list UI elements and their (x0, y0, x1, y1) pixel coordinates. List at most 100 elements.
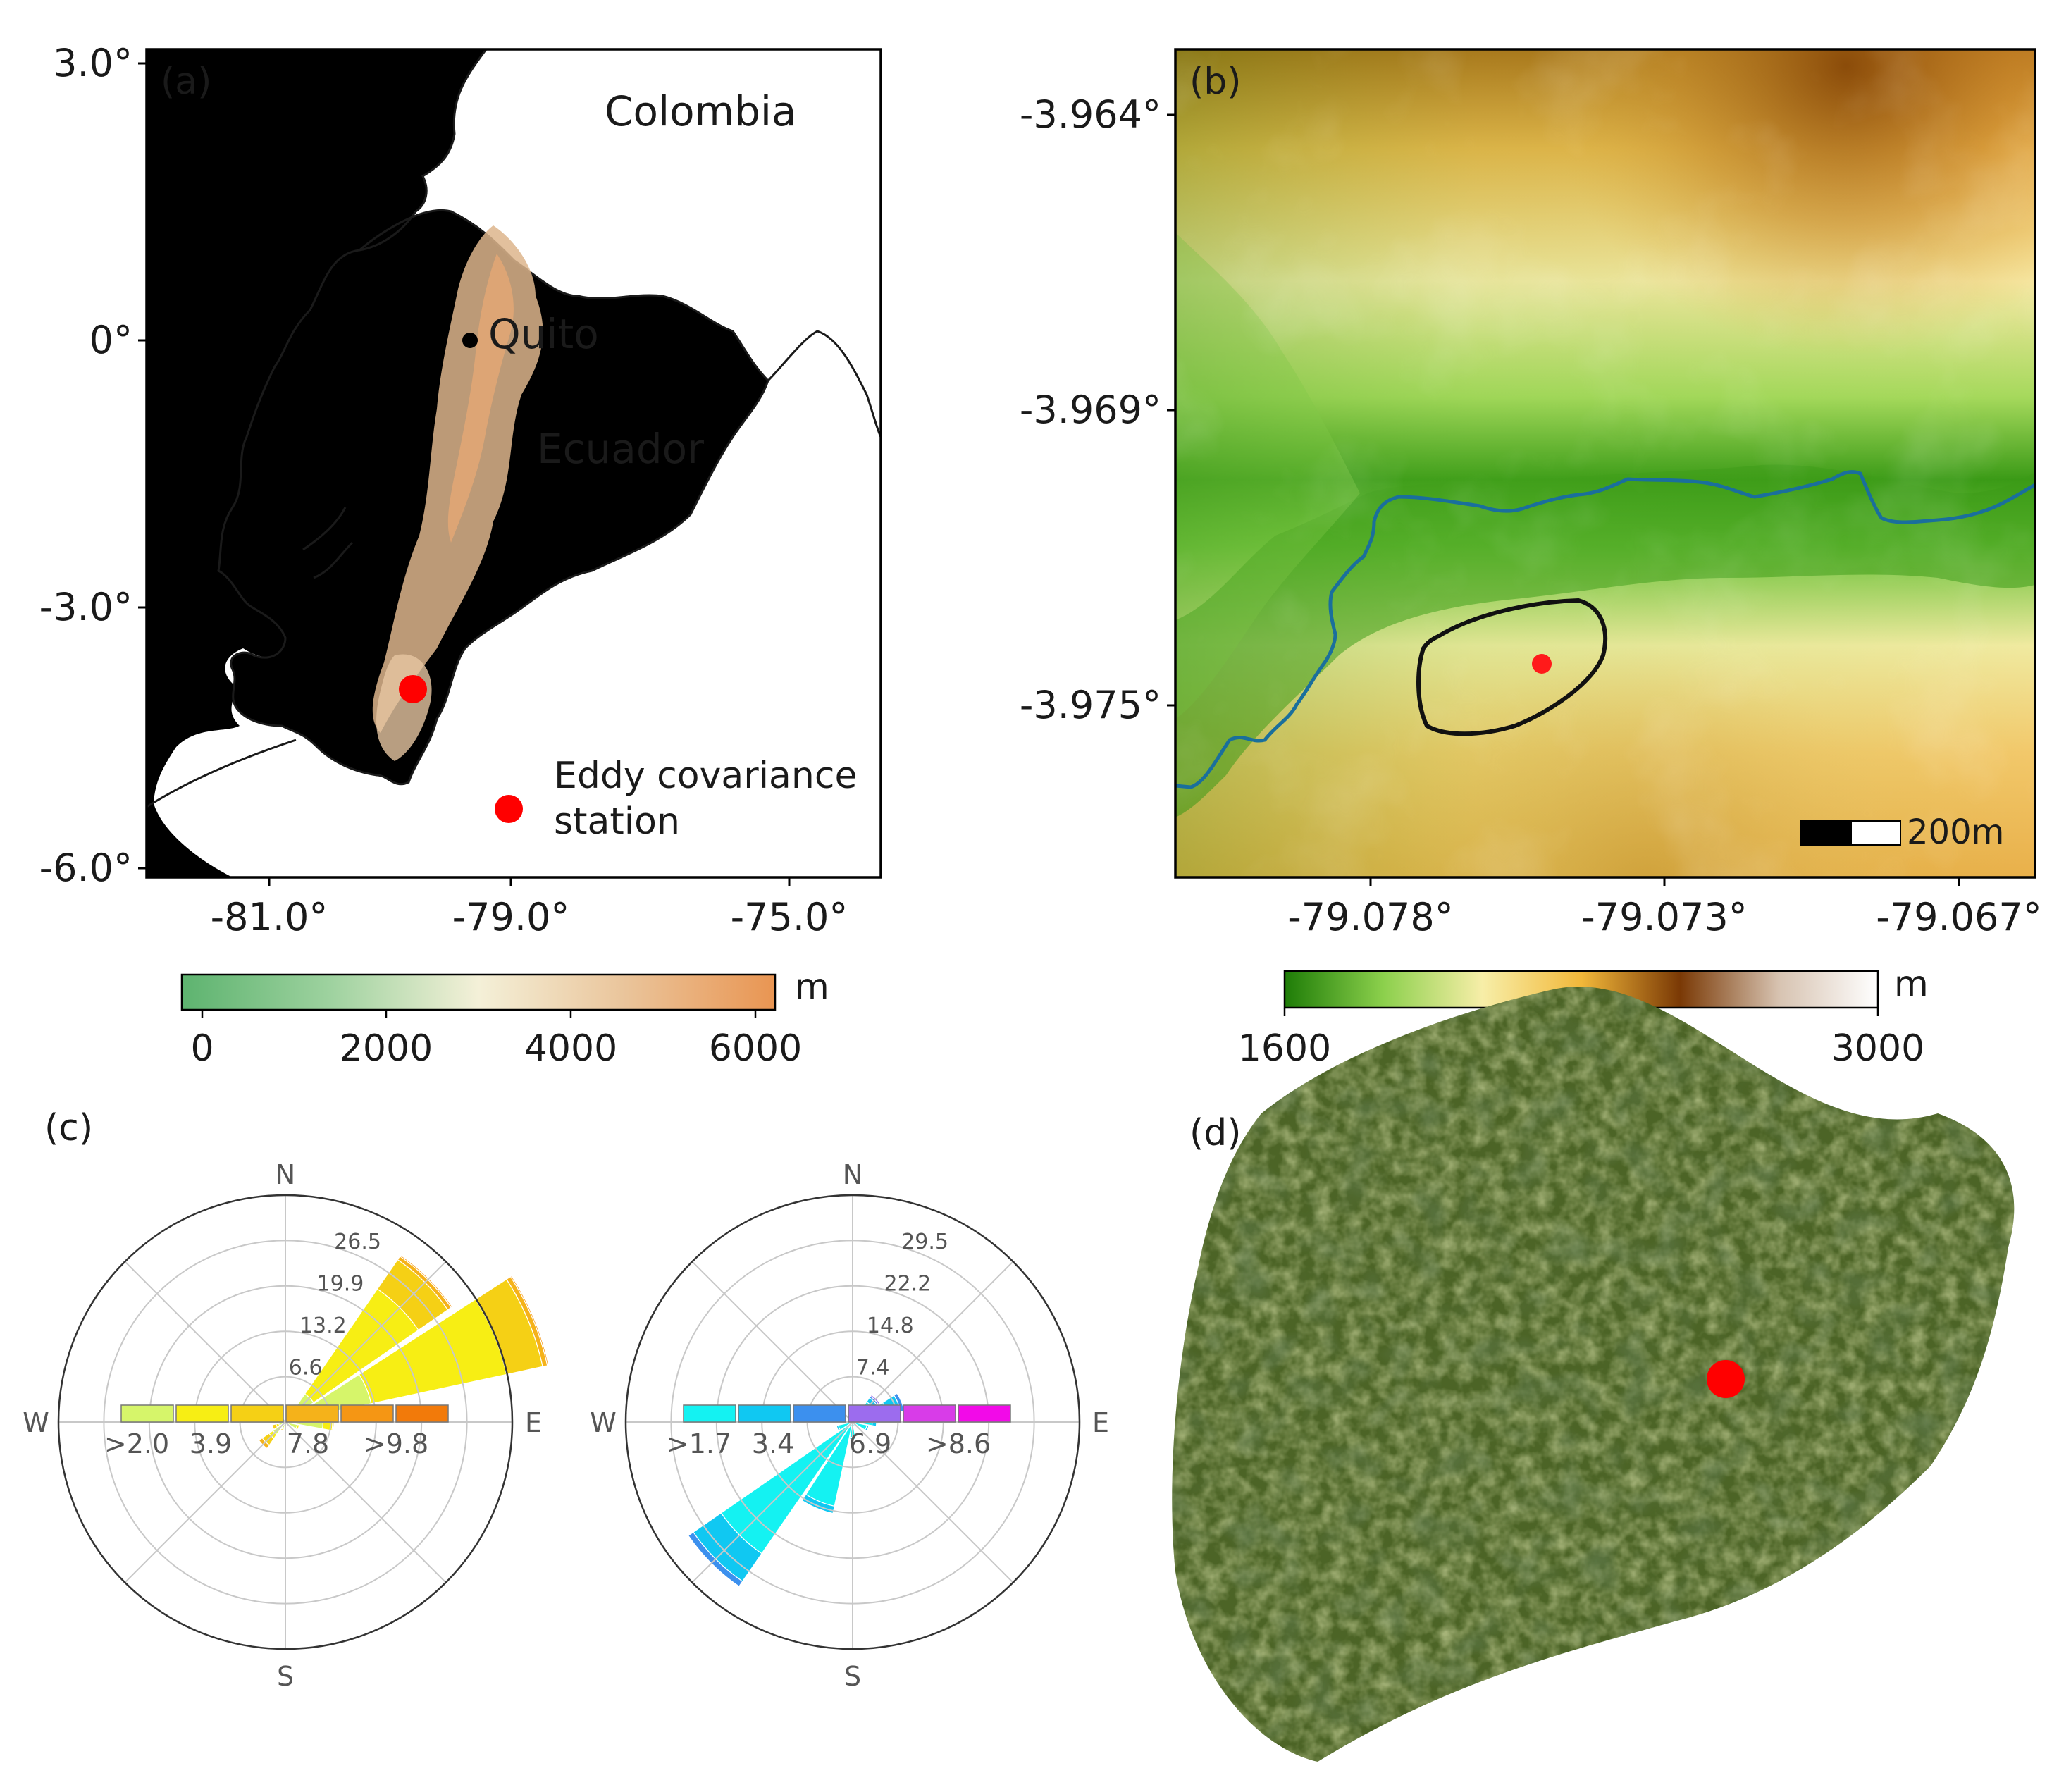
scale-bar-white (1850, 820, 1901, 846)
panel-d: (d) (1172, 987, 2015, 1762)
compass-south-label: S (277, 1661, 294, 1692)
rose-legend-swatch (175, 1404, 229, 1423)
rose-sector (257, 1440, 268, 1450)
panel-b-lon-ticks: -79.078° -79.073° -79.067° (1287, 877, 2042, 939)
country-label-ecuador: Ecuador (537, 425, 704, 473)
city-label-quito: Quito (488, 310, 599, 358)
compass-north-label: N (276, 1159, 295, 1190)
rose-sector (511, 1275, 550, 1366)
peru-border-east (767, 330, 881, 438)
panel-a-label: (a) (161, 61, 211, 103)
rose-spoke (852, 1261, 1014, 1423)
panel-b-frame (1174, 48, 2036, 879)
panel-a-lat-ticks: 3.0° 0° -3.0° -6.0° (39, 41, 147, 890)
panel-a: Quito Colombia Ecuador Eddy covariance s… (39, 41, 882, 1070)
panel-b-lon-tick-label: -79.073° (1581, 895, 1747, 939)
rose-ring-label: 29.5 (901, 1230, 948, 1254)
rose-legend-swatch (340, 1404, 394, 1423)
panel-a-lat-tick-label: -3.0° (39, 585, 132, 629)
rose-sector (297, 1424, 301, 1431)
station-marker-b (1532, 654, 1552, 674)
rose-spoke (285, 1421, 447, 1583)
panel-b-cbar-tick-label: 1600 (1238, 1027, 1331, 1070)
panel-b-lat-tick-label: -3.975° (1020, 683, 1161, 727)
panel-b-lon-tick-label: -79.078° (1287, 895, 1453, 939)
rose-ring-label: 13.2 (299, 1314, 347, 1338)
compass-west-label: W (590, 1407, 617, 1438)
rose-sector (864, 1424, 870, 1432)
rose-legend-label: 3.4 (752, 1428, 794, 1459)
peru-coast (147, 739, 297, 877)
rose-sector (279, 1428, 285, 1433)
rose-ring-label: 7.4 (856, 1356, 890, 1380)
andes-peaks (447, 254, 514, 543)
rose-spoke (124, 1261, 286, 1423)
rose-legend-swatch (120, 1404, 174, 1423)
compass-east-label: E (525, 1407, 542, 1438)
rose-legend-swatch (793, 1404, 846, 1423)
station-marker-a (399, 675, 427, 703)
panel-b-cbar-tick-label: 3000 (1831, 1027, 1924, 1070)
rose-spoke (852, 1421, 1014, 1583)
rose-ring-label: 14.8 (867, 1314, 914, 1338)
pacific-ocean (147, 49, 486, 877)
scale-bar: 200m (1800, 812, 2004, 852)
gulf-coast-detail (302, 507, 354, 579)
rose-legend-swatch (848, 1404, 901, 1423)
legend-station-label-line1: Eddy covariance (554, 755, 857, 797)
rose-legend-swatch (230, 1404, 284, 1423)
rose-legend-swatch (285, 1404, 339, 1423)
rose-legend-label: >8.6 (926, 1428, 991, 1459)
rose-sector (800, 1500, 834, 1515)
country-label-colombia: Colombia (605, 87, 797, 135)
rose-spoke (691, 1421, 853, 1583)
compass-west-label: W (23, 1407, 49, 1438)
rose-legend-label: >9.8 (364, 1428, 428, 1459)
panel-b-label: (b) (1189, 61, 1242, 103)
panel-a-frame (145, 48, 882, 879)
compass-east-label: E (1092, 1407, 1109, 1438)
panel-a-lat-tick-label: -6.0° (39, 846, 132, 890)
canopy-shadow (1172, 987, 2015, 1762)
panel-a-lon-tick-label: -81.0° (211, 895, 328, 939)
panel-a-colorbar-ramp (180, 973, 777, 1011)
rose-sector (285, 1424, 288, 1427)
panel-a-colorbar: m 0 2000 4000 6000 (180, 966, 829, 1070)
scale-bar-label: 200m (1907, 812, 2004, 852)
rose-sector (271, 1424, 275, 1430)
panel-a-cbar-tick-label: 4000 (524, 1027, 617, 1070)
panel-a-cbar-tick-label: 0 (190, 1027, 214, 1070)
panel-a-lat-tick-label: 3.0° (53, 41, 132, 85)
panel-b-map-area: 200m (b) (1175, 49, 2035, 877)
station-marker-d (1707, 1360, 1745, 1398)
panel-a-lon-ticks: -81.0° -79.0° -75.0° (211, 877, 848, 939)
quito-marker (462, 333, 478, 348)
rose-legend-label: >2.0 (104, 1428, 169, 1459)
rose-legend-label: 6.9 (849, 1428, 891, 1459)
panel-b: 200m (b) -3.964°-3.969°-3.975° -79.078° -… (1020, 48, 2042, 1070)
rose-sector (687, 1535, 740, 1588)
panel-d-label: (d) (1189, 1112, 1242, 1154)
river (1175, 470, 2035, 789)
legend-station-label-line2: station (554, 801, 680, 843)
wind-rose-right: 7.4 14.8 22.2 29.5 N E S W >1.7 3.4 6.9 >8.6 (590, 1159, 1109, 1692)
rose-legend-swatch (395, 1404, 449, 1423)
panel-b-lat-tick-label: -3.969° (1020, 388, 1161, 432)
colombia-coast (359, 49, 488, 252)
panel-b-colorbar-unit: m (1894, 963, 1929, 1004)
rose-spoke (691, 1261, 853, 1423)
panel-a-lon-tick-label: -75.0° (731, 895, 848, 939)
rose-legend-label: 7.8 (287, 1428, 329, 1459)
panel-a-colorbar-unit: m (795, 966, 829, 1007)
panel-a-cbar-tick-label: 6000 (709, 1027, 802, 1070)
footprint-contour (1416, 598, 1608, 736)
rose-outer-ring (57, 1194, 514, 1650)
panel-b-lat-ticks: -3.964° -3.969° -3.975° (1020, 92, 1175, 727)
rose-sector (870, 1393, 882, 1404)
rose-legend-swatch (683, 1404, 736, 1423)
rose-legend-label: 3.9 (190, 1428, 232, 1459)
panel-a-lon-tick-label: -79.0° (452, 895, 570, 939)
compass-north-label: N (843, 1159, 862, 1190)
panel-c: (c) 6.6 13.2 19.9 26.5 N E S W >2.0 3.9 7.8 >9.8 7.… (23, 1107, 1109, 1692)
